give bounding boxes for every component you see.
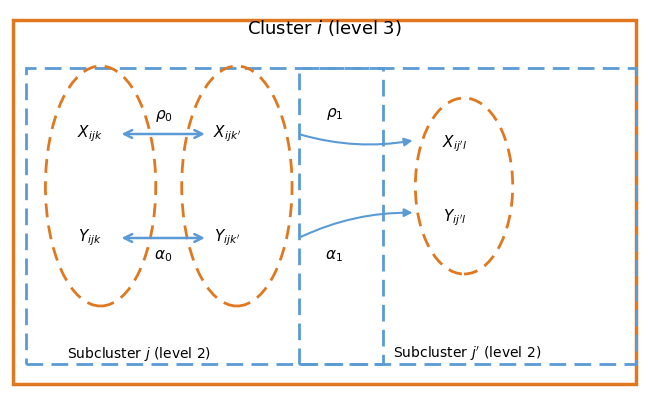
Text: Subcluster $j$ (level 2): Subcluster $j$ (level 2) bbox=[67, 345, 212, 363]
Text: $X_{ij'l}$: $X_{ij'l}$ bbox=[442, 134, 467, 154]
Text: $X_{ijk}$: $X_{ijk}$ bbox=[77, 124, 103, 144]
Bar bbox=[26, 68, 383, 364]
Text: $\alpha_0$: $\alpha_0$ bbox=[154, 248, 173, 264]
Text: $Y_{ij'l}$: $Y_{ij'l}$ bbox=[443, 208, 466, 228]
FancyArrowPatch shape bbox=[301, 209, 410, 237]
Text: $X_{ijk'}$: $X_{ijk'}$ bbox=[213, 124, 241, 144]
Text: Cluster $i$ (level 3): Cluster $i$ (level 3) bbox=[247, 18, 402, 38]
Text: $\rho_1$: $\rho_1$ bbox=[326, 106, 343, 122]
Text: $\rho_0$: $\rho_0$ bbox=[154, 108, 173, 124]
Text: $Y_{ijk}$: $Y_{ijk}$ bbox=[78, 228, 101, 248]
Bar bbox=[299, 68, 636, 364]
FancyArrowPatch shape bbox=[301, 135, 410, 145]
Text: Subcluster $j'$ (level 2): Subcluster $j'$ (level 2) bbox=[393, 345, 541, 363]
Text: $\alpha_1$: $\alpha_1$ bbox=[325, 248, 343, 264]
Text: $Y_{ijk'}$: $Y_{ijk'}$ bbox=[214, 228, 240, 248]
